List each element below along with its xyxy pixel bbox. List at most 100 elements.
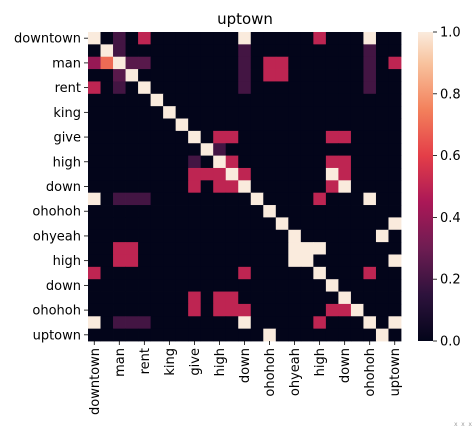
- heatmap-cell: [238, 32, 252, 45]
- heatmap-cell: [300, 69, 314, 82]
- heatmap-cell: [150, 180, 164, 194]
- heatmap-cell: [250, 118, 264, 132]
- heatmap-cell: [350, 130, 364, 144]
- colorbar-tick-label: 1.0: [440, 26, 461, 41]
- heatmap-cell: [263, 254, 277, 268]
- heatmap-cell: [275, 291, 289, 305]
- heatmap-cell: [375, 56, 389, 70]
- heatmap-cell: [350, 303, 364, 317]
- heatmap-cell: [363, 242, 377, 255]
- heatmap-cell: [100, 303, 114, 317]
- heatmap-cell: [313, 316, 327, 330]
- heatmap-cell: [163, 81, 177, 95]
- heatmap-cell: [188, 167, 202, 181]
- heatmap-cell: [213, 167, 227, 181]
- x-tick-label: down: [338, 348, 353, 383]
- heatmap-cell: [88, 118, 101, 132]
- heatmap-cell: [175, 229, 189, 243]
- heatmap-cell: [313, 303, 327, 317]
- heatmap-cell: [300, 180, 314, 194]
- heatmap-cell: [238, 316, 252, 330]
- heatmap-cell: [350, 229, 364, 243]
- heatmap-cell: [288, 93, 302, 107]
- heatmap-cell: [100, 155, 114, 169]
- x-tick-label: high: [313, 348, 328, 376]
- heatmap-cell: [288, 167, 302, 181]
- heatmap-cell: [175, 106, 189, 119]
- heatmap-cell: [150, 56, 164, 70]
- heatmap-cell: [213, 155, 227, 169]
- heatmap-cell: [313, 217, 327, 231]
- heatmap-cell: [113, 106, 126, 119]
- heatmap-cell: [125, 328, 139, 342]
- heatmap-cell: [313, 106, 327, 119]
- heatmap-cell: [288, 69, 302, 82]
- heatmap-cell: [213, 217, 227, 231]
- heatmap-cell: [363, 130, 377, 144]
- heatmap-cell: [263, 56, 277, 70]
- heatmap-cell: [238, 205, 252, 218]
- heatmap-cell: [88, 130, 101, 144]
- heatmap-cell: [363, 254, 377, 268]
- heatmap-cell: [163, 155, 177, 169]
- heatmap-cell: [113, 130, 126, 144]
- heatmap-cell: [375, 192, 389, 206]
- colorbar-tick-label: 0.6: [440, 149, 461, 164]
- heatmap-cell: [300, 303, 314, 317]
- heatmap-cell: [175, 254, 189, 268]
- heatmap-cell: [313, 93, 327, 107]
- heatmap-cell: [313, 69, 327, 82]
- heatmap-cell: [213, 303, 227, 317]
- heatmap-cell: [175, 155, 189, 169]
- heatmap-cell: [363, 229, 377, 243]
- heatmap-cell: [388, 180, 402, 194]
- heatmap-cell: [300, 167, 314, 181]
- heatmap-cell: [338, 254, 352, 268]
- heatmap-cell: [275, 316, 289, 330]
- heatmap-cell: [375, 291, 389, 305]
- heatmap-cell: [113, 44, 126, 58]
- heatmap-cell: [125, 303, 139, 317]
- heatmap-cell: [125, 93, 139, 107]
- heatmap-cell: [150, 130, 164, 144]
- y-tick-label: ohohoh: [32, 304, 81, 319]
- heatmap-cell: [375, 118, 389, 132]
- heatmap-cell: [188, 93, 202, 107]
- heatmap-cell: [313, 56, 327, 70]
- heatmap-cell: [113, 93, 126, 107]
- heatmap-cell: [338, 32, 352, 45]
- heatmap-cell: [263, 279, 277, 292]
- heatmap-cell: [263, 106, 277, 119]
- heatmap-cell: [363, 316, 377, 330]
- heatmap-cell: [125, 254, 139, 268]
- heatmap-cell: [275, 254, 289, 268]
- heatmap-cell: [363, 217, 377, 231]
- heatmap-cell: [350, 56, 364, 70]
- heatmap-cell: [125, 180, 139, 194]
- heatmap-cell: [225, 118, 239, 132]
- heatmap-cell: [163, 44, 177, 58]
- heatmap-cell: [250, 217, 264, 231]
- heatmap-cell: [138, 229, 151, 243]
- heatmap-cell: [350, 217, 364, 231]
- heatmap-cell: [225, 44, 239, 58]
- heatmap-cell: [388, 217, 402, 231]
- heatmap-cell: [150, 93, 164, 107]
- heatmap-cell: [300, 130, 314, 144]
- y-tick-label: give: [53, 131, 81, 146]
- heatmap-cell: [100, 32, 114, 45]
- heatmap-cell: [125, 106, 139, 119]
- heatmap-cell: [175, 118, 189, 132]
- heatmap-cell: [238, 118, 252, 132]
- heatmap-cell: [250, 143, 264, 156]
- heatmap-cell: [100, 266, 114, 280]
- heatmap-cell: [338, 279, 352, 292]
- heatmap-cell: [300, 328, 314, 342]
- heatmap-cell: [163, 303, 177, 317]
- heatmap-cell: [238, 242, 252, 255]
- heatmap-cell: [388, 93, 402, 107]
- heatmap-cell: [225, 143, 239, 156]
- heatmap-cell: [125, 291, 139, 305]
- heatmap-cell: [388, 143, 402, 156]
- heatmap-cell: [300, 81, 314, 95]
